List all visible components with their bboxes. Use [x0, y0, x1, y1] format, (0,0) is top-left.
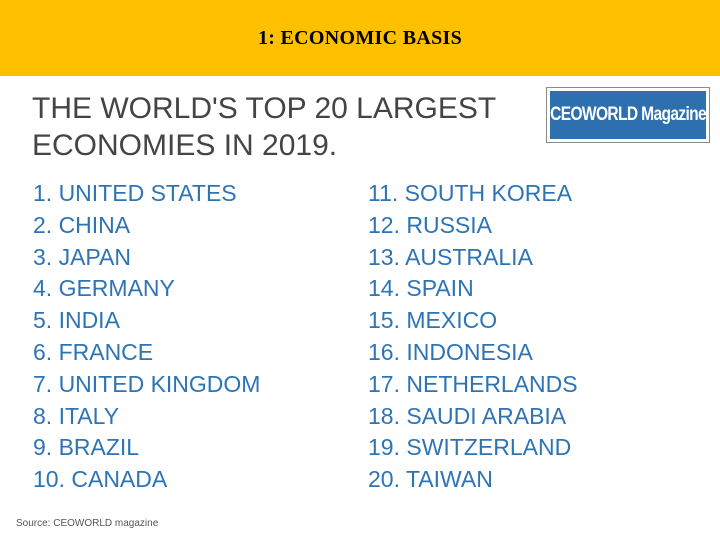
ceoworld-logo: CEOWORLD Magazine — [546, 87, 710, 143]
list-item: 8. ITALY — [33, 402, 120, 429]
list-item: 12. RUSSIA — [368, 211, 492, 238]
list-item: 16. INDONESIA — [368, 338, 533, 365]
list-item: 10. CANADA — [33, 466, 168, 493]
slide-title: 1: ECONOMIC BASIS — [257, 26, 463, 49]
list-item: 2. CHINA — [33, 211, 131, 238]
list-item: 1. UNITED STATES — [33, 180, 237, 206]
list-item: 3. JAPAN — [33, 243, 131, 270]
ranking-list-left: 1. UNITED STATES 2. CHINA 3. JAPAN 4. GE… — [33, 178, 353, 496]
heading-line-1: THE WORLD'S TOP 20 LARGEST — [32, 92, 497, 125]
slide-content: THE WORLD'S TOP 20 LARGEST ECONOMIES IN … — [0, 76, 720, 540]
list-item: 11. SOUTH KOREA — [368, 180, 573, 206]
title-bar: 1: ECONOMIC BASIS — [0, 0, 720, 76]
list-item: 19. SWITZERLAND — [368, 434, 572, 461]
list-item: 15. MEXICO — [368, 307, 498, 334]
list-item: 9. BRAZIL — [33, 434, 140, 461]
heading-line-2: ECONOMIES IN 2019. — [32, 129, 338, 162]
list-item: 20. TAIWAN — [368, 466, 493, 493]
list-item: 14. SPAIN — [368, 275, 474, 302]
list-item: 13. AUSTRALIA — [368, 243, 533, 270]
list-item: 4. GERMANY — [33, 275, 175, 302]
list-item: 18. SAUDI ARABIA — [368, 402, 567, 429]
source-caption: Source: CEOWORLD magazine — [16, 518, 159, 529]
list-item: 5. INDIA — [33, 307, 120, 334]
list-item: 7. UNITED KINGDOM — [33, 370, 261, 397]
list-item: 17. NETHERLANDS — [368, 370, 578, 397]
ranking-list-right: 11. SOUTH KOREA 12. RUSSIA 13. AUSTRALIA… — [368, 178, 698, 496]
logo-badge: CEOWORLD Magazine — [550, 91, 706, 139]
list-item: 6. FRANCE — [33, 338, 154, 365]
logo-text: CEOWORLD Magazine — [550, 104, 706, 125]
slide-heading: THE WORLD'S TOP 20 LARGEST ECONOMIES IN … — [32, 90, 502, 164]
